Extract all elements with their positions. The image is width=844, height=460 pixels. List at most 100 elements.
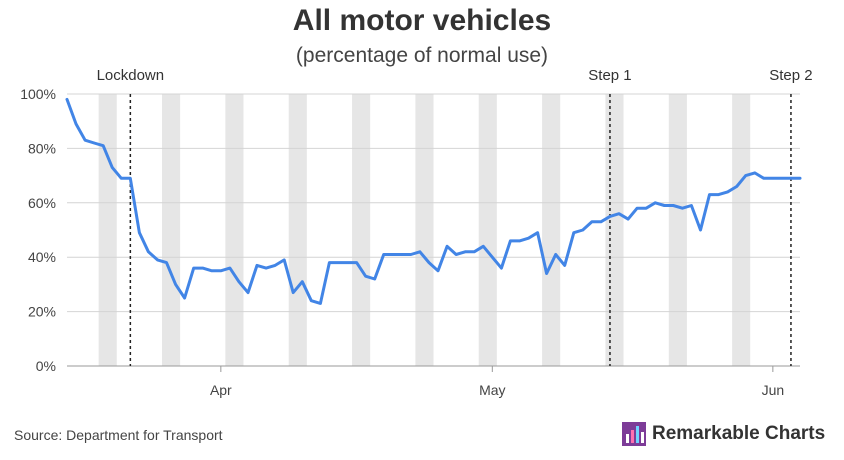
data-point (382, 253, 385, 256)
annotation-label: Step 1 (588, 67, 631, 84)
x-ticks: Apr May Jun (210, 366, 784, 398)
data-point (111, 166, 114, 169)
data-point (74, 122, 78, 126)
data-point (92, 141, 96, 145)
x-tick-label: Apr (210, 382, 232, 398)
data-point (798, 177, 802, 180)
data-point (364, 275, 367, 278)
weekend-bands (98, 94, 751, 366)
data-point (463, 250, 467, 253)
data-point (599, 220, 603, 224)
data-point (65, 98, 69, 101)
data-point (491, 256, 494, 259)
source-note: Source: Department for Transport (14, 427, 223, 443)
data-point (400, 253, 404, 256)
data-point (355, 261, 358, 264)
data-point (654, 201, 657, 204)
data-point (183, 296, 186, 300)
y-tick-label: 80% (28, 140, 56, 156)
data-point (101, 144, 105, 147)
data-point (780, 177, 784, 180)
data-point (726, 190, 729, 194)
series-group (65, 97, 802, 305)
data-point (545, 272, 548, 275)
y-tick-labels: 0% 20% 40% 60% 80% 100% (20, 86, 56, 374)
brand: Remarkable Charts (622, 420, 825, 448)
data-point (699, 228, 702, 232)
data-point (147, 250, 150, 253)
data-point (635, 207, 639, 210)
annotation-label: Step 2 (769, 67, 812, 84)
data-point (445, 245, 449, 248)
data-point (518, 239, 521, 243)
data-point (762, 177, 766, 180)
data-point (500, 266, 503, 270)
data-point (228, 266, 232, 270)
data-point (717, 193, 720, 196)
y-tick-label: 40% (28, 249, 56, 265)
data-point (409, 253, 413, 256)
data-point (454, 253, 458, 256)
weekend-band-8 (605, 94, 624, 366)
data-point (563, 264, 566, 267)
data-point (536, 231, 539, 234)
data-point (509, 239, 512, 243)
data-point (319, 302, 322, 305)
data-point (473, 250, 476, 253)
chart-title: All motor vehicles (292, 4, 552, 37)
data-point (328, 261, 331, 264)
data-point (644, 207, 648, 210)
data-point (753, 171, 756, 175)
annotations: Lockdown Step 1 Step 2 (97, 67, 813, 366)
weekend-band-9 (668, 94, 687, 366)
annotation-label: Lockdown (97, 67, 165, 84)
data-point (301, 280, 304, 283)
data-point (744, 174, 747, 177)
x-tick-label: Jun (762, 382, 785, 398)
data-point (482, 245, 485, 248)
data-point (210, 269, 213, 272)
data-point (246, 291, 250, 294)
y-tick-label: 60% (28, 195, 56, 211)
data-point (527, 236, 530, 240)
data-point (690, 204, 693, 207)
data-point (590, 220, 594, 224)
data-point (201, 266, 204, 270)
data-point (129, 177, 132, 180)
data-point (264, 266, 268, 270)
data-point (681, 207, 684, 210)
data-point (83, 139, 87, 142)
data-point (436, 269, 440, 272)
weekend-band-3 (288, 94, 307, 366)
data-point (192, 266, 195, 270)
y-tick-label: 20% (28, 304, 56, 320)
weekend-band-7 (542, 94, 561, 366)
data-point (346, 261, 349, 264)
data-point (735, 185, 738, 188)
data-point (789, 177, 793, 180)
data-point (771, 177, 775, 180)
data-point (282, 258, 286, 262)
data-point (617, 212, 621, 215)
data-point (120, 177, 123, 180)
data-point (418, 250, 422, 253)
data-point (672, 204, 675, 207)
data-point (174, 283, 177, 286)
data-point (237, 280, 241, 283)
data-point (273, 264, 277, 267)
data-point (255, 264, 259, 267)
data-point (427, 261, 431, 264)
data-point (165, 261, 168, 264)
weekend-band-2 (225, 94, 244, 366)
data-point (663, 204, 666, 207)
weekend-band-0 (98, 94, 117, 366)
data-point (626, 217, 630, 221)
data-point (572, 231, 575, 234)
weekend-band-6 (478, 94, 497, 366)
data-point (391, 253, 394, 256)
x-tick-label: May (479, 382, 505, 398)
data-point (219, 269, 223, 272)
weekend-band-1 (162, 94, 181, 366)
